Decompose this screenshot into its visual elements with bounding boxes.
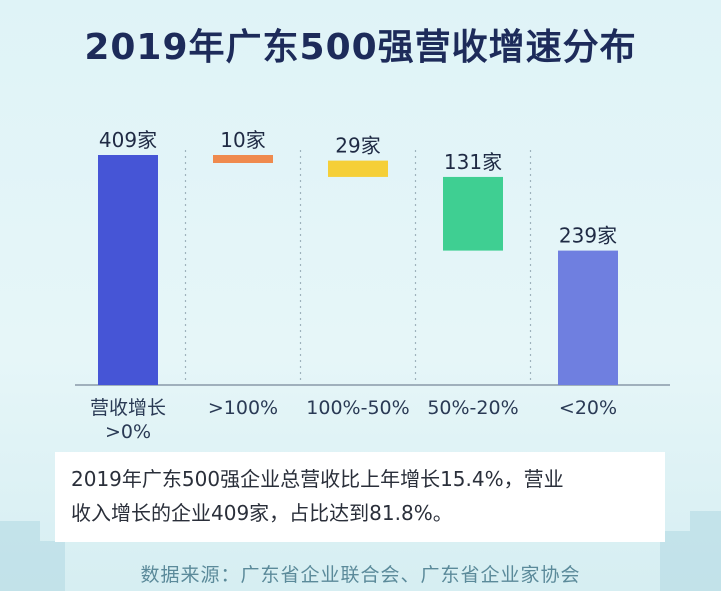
category-label: 100%-50% [306, 397, 409, 419]
skyline-decoration [690, 511, 721, 591]
summary-line-2: 收入增长的企业409家，占比达到81.8%。 [71, 501, 453, 525]
skyline-decoration [660, 531, 690, 591]
skyline-decoration [0, 521, 40, 591]
category-label: 50%-20% [427, 397, 518, 419]
summary-line-1: 2019年广东500强企业总营收比上年增长15.4%，营业 [71, 467, 564, 491]
data-label: 239家 [559, 224, 617, 248]
bar [328, 160, 388, 177]
bar [558, 250, 618, 385]
category-label: >0% [105, 421, 151, 443]
data-label: 29家 [335, 134, 380, 158]
bar [443, 176, 503, 251]
chart-title: 2019年广东500强营收增速分布 [84, 27, 637, 68]
summary-note: 2019年广东500强企业总营收比上年增长15.4%，营业 收入增长的企业409… [55, 452, 665, 542]
data-source: 数据来源：广东省企业联合会、广东省企业家协会 [140, 564, 581, 586]
skyline-decoration [40, 541, 65, 591]
data-label: 409家 [99, 128, 157, 152]
category-label: 营收增长 [90, 397, 166, 419]
data-label: 10家 [220, 128, 265, 152]
bar [213, 155, 273, 163]
bar [98, 155, 158, 385]
data-label: 131家 [444, 150, 502, 174]
category-label: >100% [208, 397, 278, 419]
category-label: <20% [559, 397, 617, 419]
